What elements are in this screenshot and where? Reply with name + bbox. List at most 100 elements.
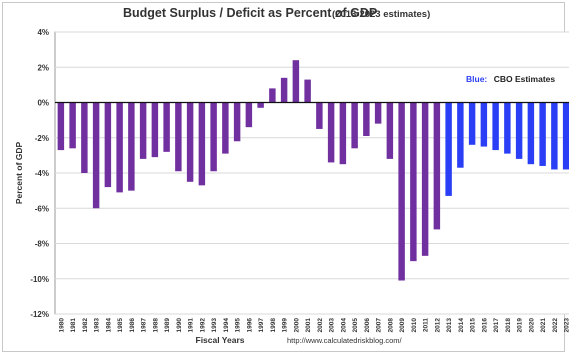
bar-1993: [210, 102, 217, 172]
y-tick-label: 4%: [37, 28, 49, 37]
x-tick-label: 2004: [340, 318, 347, 333]
bar-1996: [245, 102, 253, 128]
y-axis-label: Percent of GDP: [14, 142, 24, 205]
bar-1988: [151, 102, 159, 158]
x-tick-label: 1995: [235, 318, 242, 333]
x-tick-label: 2008: [387, 318, 394, 333]
chart-subtitle: (2013-2023 estimates): [332, 9, 430, 20]
x-ticks: 1980 1981 1982 1983 1984 1985 1986 1987 1988 1989…: [58, 318, 569, 333]
bar-2003: [327, 102, 335, 163]
x-tick-label: 2013: [446, 318, 453, 333]
bar-1990: [175, 102, 182, 172]
bar-2023: [562, 102, 569, 170]
x-tick-label: 1989: [164, 318, 171, 333]
bar-2011: [421, 102, 429, 256]
bar-2010: [410, 102, 417, 262]
bar-1981: [69, 102, 76, 149]
bar-1984: [104, 102, 112, 188]
x-tick-label: 2009: [399, 318, 406, 333]
bar-2004: [339, 102, 347, 165]
x-tick-label: 2012: [434, 318, 441, 333]
bar-1992: [198, 102, 206, 186]
x-tick-label: 2022: [552, 318, 559, 333]
y-tick-label: 0%: [37, 99, 49, 108]
x-tick-label: 1990: [176, 318, 183, 333]
bar-1986: [128, 102, 135, 191]
bar-1999: [280, 77, 288, 103]
bar-2015: [468, 102, 476, 145]
source-url: http://www.calculatedriskblog.com/: [287, 336, 403, 345]
x-tick-label: 1986: [129, 318, 136, 333]
x-tick-label: 2007: [376, 318, 383, 333]
y-tick-label: -12%: [30, 310, 49, 319]
bar-1983: [92, 102, 100, 209]
x-tick-label: 1984: [105, 318, 112, 333]
x-tick-label: 2005: [352, 318, 359, 333]
bar-2020: [527, 102, 535, 165]
bar-2017: [492, 102, 499, 151]
x-tick-label: 2000: [293, 318, 300, 333]
x-tick-label: 2018: [505, 318, 512, 333]
bar-2019: [515, 102, 523, 159]
x-tick-label: 2016: [481, 318, 488, 333]
x-tick-label: 2011: [423, 318, 430, 332]
bar-1994: [222, 102, 229, 154]
bar-2009: [398, 102, 405, 281]
x-tick-label: 2020: [528, 318, 535, 333]
bar-2006: [363, 102, 370, 136]
bar-1991: [186, 102, 194, 182]
legend-text: CBO Estimates: [494, 74, 556, 84]
x-tick-label: 1980: [58, 318, 65, 333]
y-tick-label: -4%: [35, 169, 49, 178]
x-tick-label: 1981: [70, 318, 77, 333]
bar-2012: [433, 102, 441, 230]
x-tick-label: 2001: [305, 318, 312, 333]
bar-2008: [386, 102, 394, 159]
x-tick-label: 2010: [411, 318, 418, 333]
legend: Blue: CBO Estimates: [466, 69, 555, 86]
x-tick-label: 2021: [540, 318, 547, 333]
y-tick-label: -10%: [30, 275, 49, 284]
bar-2001: [304, 79, 311, 103]
legend-key: Blue:: [466, 74, 487, 84]
x-tick-label: 1988: [152, 318, 159, 333]
y-tick-label: -6%: [35, 204, 49, 213]
bar-1995: [233, 102, 241, 142]
x-tick-label: 1983: [94, 318, 101, 333]
bar-2014: [457, 102, 464, 168]
bar-2005: [351, 102, 358, 149]
x-tick-label: 2002: [317, 318, 324, 333]
x-tick-label: 2006: [364, 318, 371, 333]
x-tick-label: 1987: [141, 318, 148, 333]
bar-1982: [81, 102, 88, 173]
bars: [57, 60, 569, 281]
x-tick-label: 1993: [211, 318, 218, 333]
y-tick-label: 2%: [37, 63, 49, 72]
x-tick-label: 2014: [458, 318, 465, 333]
x-tick-label: 1992: [199, 318, 206, 333]
bar-1989: [163, 102, 170, 152]
x-tick-label: 1999: [282, 318, 289, 333]
x-tick-label: 1982: [82, 318, 89, 333]
x-tick-label: 2019: [517, 318, 524, 333]
bar-2016: [480, 102, 488, 147]
x-tick-label: 1997: [258, 318, 265, 333]
bar-1980: [57, 102, 65, 151]
x-tick-label: 1996: [246, 318, 253, 333]
x-tick-label: 2017: [493, 318, 500, 333]
y-tick-label: -2%: [35, 134, 49, 143]
x-tick-label: 1991: [188, 318, 195, 333]
x-tick-label: 1985: [117, 318, 124, 333]
x-tick-label: 2003: [329, 318, 336, 333]
bar-2021: [539, 102, 546, 166]
bar-2018: [504, 102, 511, 154]
bar-2000: [292, 60, 300, 103]
y-ticks: 4% 2% 0% -2% -4% -6% -8% -10% -12%: [30, 28, 49, 319]
bar-2022: [551, 102, 558, 170]
x-axis-label: Fiscal Years: [196, 335, 245, 345]
bar-2013: [445, 102, 452, 196]
x-tick-label: 2023: [564, 318, 569, 333]
bar-1985: [116, 102, 123, 193]
y-tick-label: -8%: [35, 240, 49, 249]
